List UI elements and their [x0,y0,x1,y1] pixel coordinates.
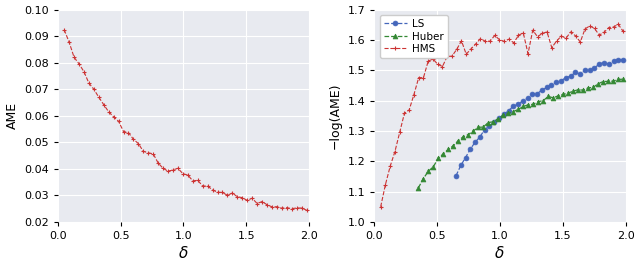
Huber [534,100,542,103]
LS [572,71,579,74]
HMS [620,30,627,33]
LS [490,121,498,124]
Huber [620,77,627,81]
LS [481,128,488,131]
LS [552,81,560,84]
LS [533,92,541,95]
LS [586,68,593,72]
LS [562,76,570,79]
LS [576,72,584,76]
Line: HMS: HMS [378,22,625,209]
Huber [564,92,572,95]
Huber [574,88,582,91]
LS [514,103,522,106]
Legend: LS, Huber, HMS: LS, Huber, HMS [380,15,448,58]
HMS [534,35,541,38]
HMS [600,31,608,34]
HMS [614,23,622,26]
Huber [474,126,482,129]
HMS [377,205,385,208]
Huber [549,96,557,99]
Huber [449,144,457,147]
LS [461,156,469,159]
LS [548,83,556,86]
Huber [424,170,432,173]
LS [467,147,474,151]
Huber [614,78,622,81]
HMS [491,34,499,37]
Huber [540,99,547,102]
LS [524,97,531,100]
Huber [444,148,452,151]
HMS [396,131,403,134]
LS [452,174,460,177]
X-axis label: δ: δ [495,246,505,261]
Huber [440,152,447,155]
LS [605,63,612,66]
LS [610,60,618,63]
LS [486,124,493,128]
LS [581,69,589,72]
Huber [465,133,472,136]
Huber [519,105,527,108]
LS [591,66,598,70]
Huber [494,117,502,120]
Huber [595,82,602,85]
LS [509,104,517,108]
Huber [469,129,477,132]
Huber [570,90,577,93]
Huber [524,103,532,106]
LS [543,86,550,89]
Huber [435,156,442,160]
LS [457,164,465,167]
LS [495,117,503,120]
LS [500,113,508,116]
HMS [524,52,532,55]
Huber [515,108,522,111]
Huber [609,80,617,83]
Huber [545,95,552,98]
LS [557,79,565,83]
Huber [415,186,422,190]
Huber [454,139,462,142]
Huber [490,120,497,123]
Huber [460,135,467,138]
Huber [559,93,567,96]
Huber [429,165,437,168]
Huber [509,110,517,113]
Huber [484,121,492,124]
Huber [479,125,487,129]
LS [614,58,622,61]
LS [529,92,536,96]
LS [476,135,484,139]
LS [595,62,603,65]
LS [538,89,546,92]
Huber [554,94,562,97]
Huber [504,112,512,115]
Line: Huber: Huber [416,77,625,190]
Huber [589,86,597,89]
LS [471,141,479,144]
LS [620,58,627,62]
Y-axis label: −log(AME): −log(AME) [329,83,342,149]
Huber [604,80,612,83]
Y-axis label: AME: AME [6,102,19,129]
HMS [462,53,470,56]
Huber [584,86,592,89]
Line: LS: LS [454,57,625,178]
Huber [529,103,537,106]
LS [567,75,575,78]
Huber [579,89,587,92]
Huber [599,80,607,83]
X-axis label: δ: δ [179,246,188,261]
LS [600,61,608,64]
Huber [499,113,507,117]
Huber [419,177,427,180]
LS [505,109,513,113]
LS [519,99,527,102]
